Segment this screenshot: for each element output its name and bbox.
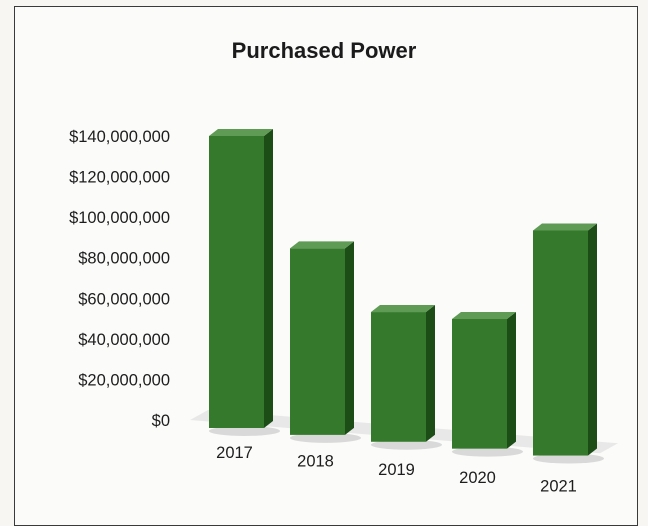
bar-front — [452, 318, 507, 449]
bar-front — [290, 248, 345, 435]
y-tick-label: $60,000,000 — [78, 290, 170, 308]
bar — [533, 223, 604, 464]
bar-top — [533, 223, 597, 231]
y-tick-label: $80,000,000 — [78, 250, 170, 268]
chart-title: Purchased Power — [231, 38, 417, 63]
bar-front — [371, 312, 426, 442]
y-tick-label: $0 — [152, 412, 170, 430]
bar-front — [533, 230, 588, 456]
bar-chart: $0 $20,000,000 $40,000,000 $60,000,000 $80,0… — [69, 128, 618, 496]
x-tick-label: 2021 — [540, 478, 577, 496]
bar-side — [507, 311, 516, 449]
bar-side — [264, 129, 273, 428]
bar-side — [588, 223, 597, 456]
bar-side — [426, 305, 435, 442]
y-tick-label: $20,000,000 — [78, 371, 170, 389]
bar — [209, 129, 280, 436]
bar — [371, 305, 442, 450]
x-tick-label: 2017 — [216, 444, 253, 462]
bar-shadow — [290, 432, 361, 443]
bar-shadow — [371, 439, 442, 450]
bar-top — [371, 305, 435, 313]
bar-top — [452, 311, 516, 319]
bar-top — [209, 129, 273, 136]
bar — [290, 241, 361, 443]
bar-shadow — [533, 453, 604, 464]
bar-side — [345, 241, 354, 435]
y-tick-label: $140,000,000 — [69, 128, 170, 146]
bar — [452, 311, 523, 457]
bar-shadow — [452, 446, 523, 457]
bar-top — [290, 241, 354, 249]
bar-front — [209, 136, 264, 428]
x-tick-label: 2018 — [297, 452, 334, 470]
y-tick-label: $120,000,000 — [69, 169, 170, 187]
x-tick-label: 2019 — [378, 461, 415, 479]
y-tick-label: $40,000,000 — [78, 331, 170, 349]
x-tick-label: 2020 — [459, 469, 496, 487]
y-tick-label: $100,000,000 — [69, 209, 170, 227]
bar-shadow — [209, 426, 280, 436]
